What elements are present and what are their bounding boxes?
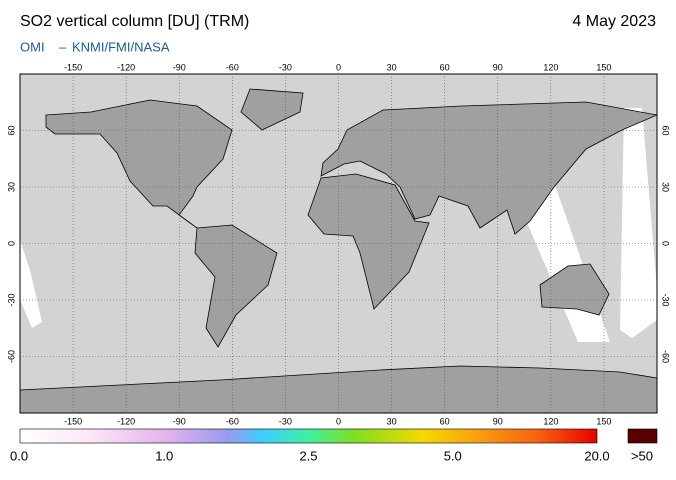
lat-tick-label: -30: [661, 293, 671, 306]
credit: KNMI/FMI/NASA: [72, 39, 170, 54]
date: 4 May 2023: [572, 13, 656, 30]
lat-tick-label: 60: [6, 125, 16, 135]
lat-tick-label: 30: [661, 182, 671, 192]
lon-tick-label: -150: [64, 62, 82, 72]
lon-tick-label: 30: [387, 62, 397, 72]
lon-tick-label: 0: [336, 416, 341, 426]
lat-tick-label: 0: [661, 241, 671, 246]
lon-tick-label: -60: [226, 416, 239, 426]
colorbar-label: 2.5: [299, 448, 317, 463]
lon-tick-label: 120: [543, 416, 558, 426]
colorbar-label: 1.0: [155, 448, 173, 463]
colorbar-overflow-label: >50: [631, 448, 653, 463]
lat-tick-label: -60: [661, 350, 671, 363]
lon-tick-label: -30: [279, 416, 292, 426]
lon-tick-label: -150: [64, 416, 82, 426]
lat-tick-label: -60: [6, 350, 16, 363]
lon-tick-label: 0: [336, 62, 341, 72]
title: SO2 vertical column [DU] (TRM): [20, 13, 249, 30]
data-gap: [20, 240, 42, 328]
lon-tick-label: 30: [387, 416, 397, 426]
lon-tick-label: -90: [173, 62, 186, 72]
lat-tick-label: 60: [661, 125, 671, 135]
lon-tick-label: 150: [596, 416, 611, 426]
lon-tick-label: -120: [117, 416, 135, 426]
colorbar-label: 20.0: [584, 448, 609, 463]
lon-tick-label: 90: [493, 62, 503, 72]
lon-tick-label: 60: [440, 62, 450, 72]
data-gap: [620, 108, 657, 338]
australia: [539, 263, 610, 316]
lon-tick-label: -30: [279, 62, 292, 72]
eurasia: [320, 101, 657, 235]
south-america: [194, 224, 278, 348]
credit: OMI: [20, 39, 45, 54]
lon-tick-label: -120: [117, 62, 135, 72]
greenland: [240, 88, 304, 131]
lon-tick-label: 90: [493, 416, 503, 426]
lat-tick-label: 0: [6, 241, 16, 246]
lon-tick-label: 120: [543, 62, 558, 72]
colorbar-label: 0.0: [10, 448, 28, 463]
lon-tick-label: -90: [173, 416, 186, 426]
colorbar: [19, 428, 598, 444]
lon-tick-label: -60: [226, 62, 239, 72]
colorbar-overflow: [627, 428, 658, 444]
credit-separator: –: [59, 39, 67, 54]
north-america: [45, 99, 233, 229]
colorbar-label: 5.0: [444, 448, 462, 463]
lon-tick-label: 60: [440, 416, 450, 426]
lat-tick-label: -30: [6, 293, 16, 306]
lon-tick-label: 150: [596, 62, 611, 72]
lat-tick-label: 30: [6, 182, 16, 192]
africa: [307, 173, 430, 310]
